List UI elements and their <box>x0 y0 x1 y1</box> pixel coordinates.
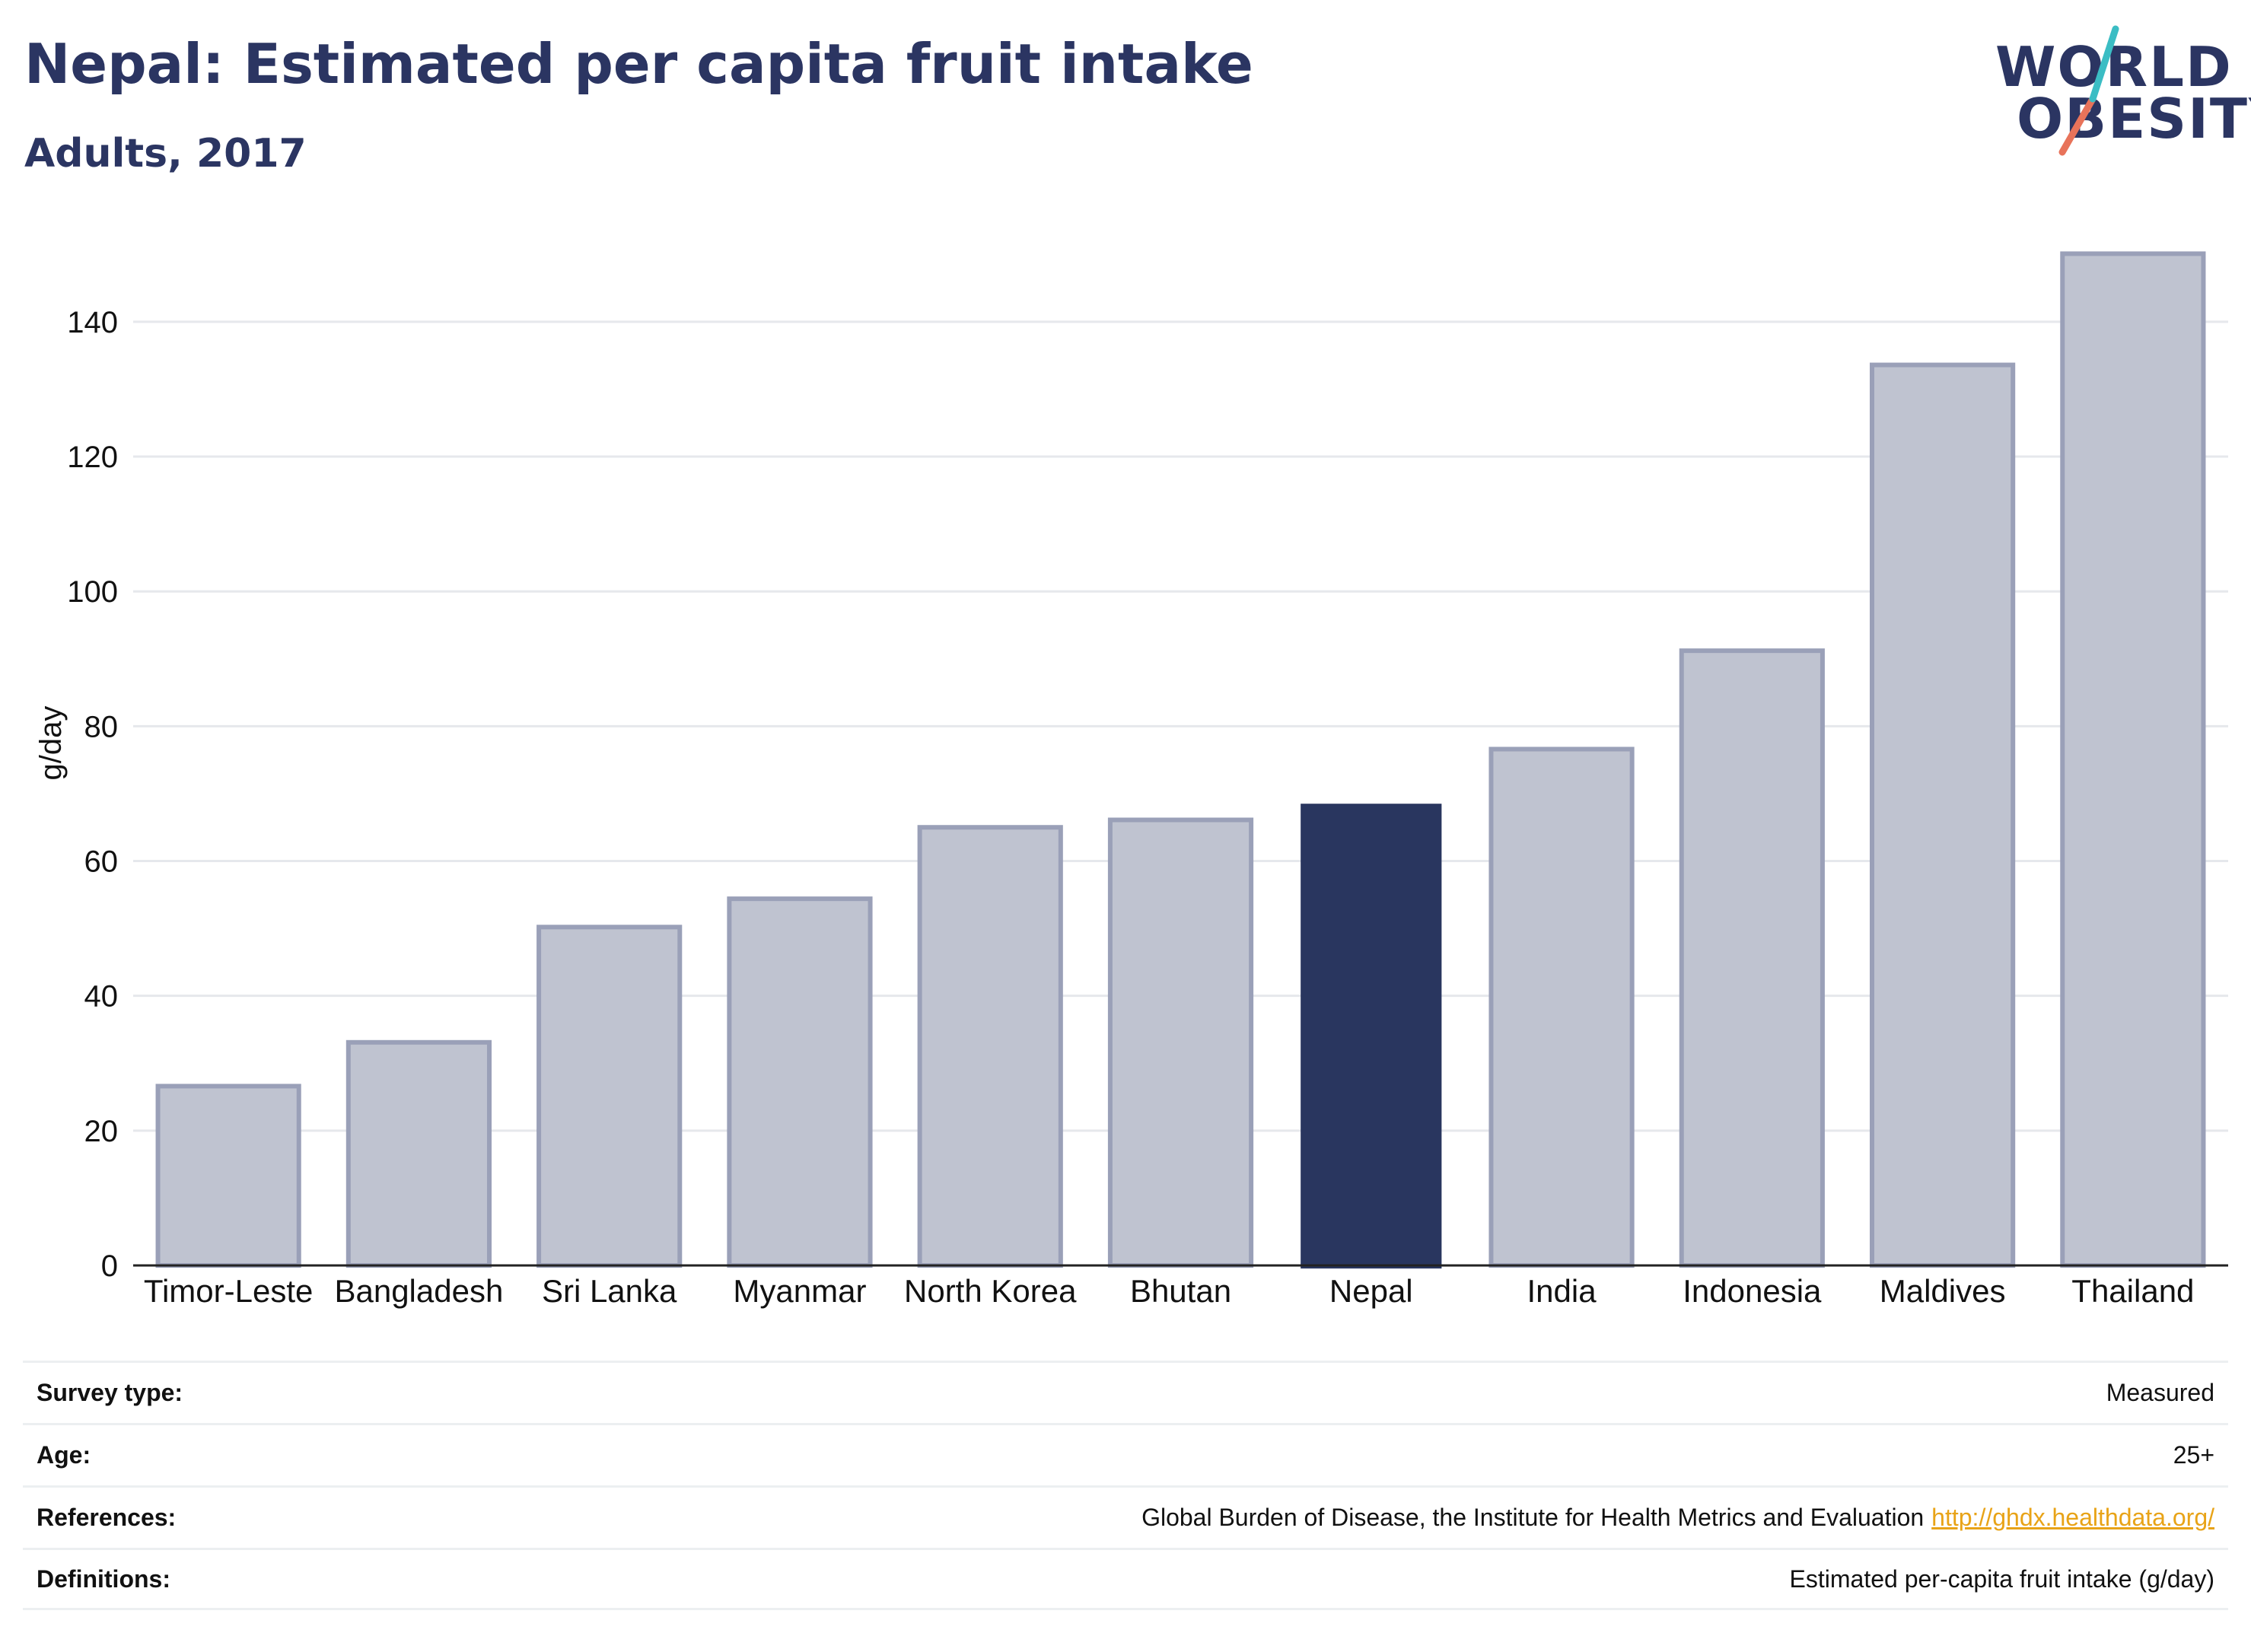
y-axis-ticks: 0 20 40 60 80 100 120 140 <box>67 306 118 1283</box>
meta-value-text: Measured <box>2106 1379 2214 1406</box>
y-tick-label: 20 <box>84 1115 119 1148</box>
meta-value: Global Burden of Disease, the Institute … <box>1141 1504 2214 1532</box>
x-tick-label: Timor-Leste <box>144 1273 314 1309</box>
logo-line-2: OBESITY <box>2017 87 2251 151</box>
logo-line-1: WORLD <box>1995 35 2233 99</box>
meta-row: Survey type: Measured <box>23 1361 2228 1423</box>
bar-bhutan <box>1107 817 1254 1268</box>
x-tick-label: North Korea <box>904 1273 1077 1309</box>
meta-row: Age: 25+ <box>23 1423 2228 1485</box>
bar-india <box>1488 746 1635 1268</box>
meta-value: 25+ <box>2173 1441 2214 1469</box>
chart-title: Nepal: Estimated per capita fruit intake <box>24 32 1253 96</box>
y-tick-label: 80 <box>84 710 119 743</box>
y-tick-label: 40 <box>84 980 119 1014</box>
x-tick-label: Bangladesh <box>334 1273 503 1309</box>
y-tick-label: 60 <box>84 845 119 879</box>
bar-sri-lanka <box>536 925 683 1268</box>
meta-value-text: Global Burden of Disease, the Institute … <box>1141 1504 1925 1531</box>
bars <box>155 251 2206 1268</box>
world-obesity-logo: WORLD OBESITY <box>1979 23 2251 160</box>
meta-value-text: 25+ <box>2173 1441 2214 1469</box>
x-tick-label: Indonesia <box>1683 1273 1822 1309</box>
y-axis-title: g/day <box>34 706 68 781</box>
y-tick-label: 140 <box>67 306 118 339</box>
x-tick-label: Myanmar <box>733 1273 866 1309</box>
bar-myanmar <box>727 896 873 1268</box>
metadata-table: Survey type: Measured Age: 25+ References: Gl… <box>23 1361 2228 1610</box>
meta-key: Age: <box>37 1441 91 1469</box>
x-tick-label: Maldives <box>1880 1273 2006 1309</box>
meta-row: Definitions: Estimated per-capita fruit i… <box>23 1548 2228 1610</box>
meta-value: Measured <box>2106 1379 2214 1407</box>
x-axis-labels: Timor-Leste Bangladesh Sri Lanka Myanmar Nor… <box>144 1273 2195 1309</box>
meta-key: References: <box>37 1504 177 1531</box>
x-tick-label: Thailand <box>2071 1273 2194 1309</box>
meta-key: Survey type: <box>37 1379 183 1406</box>
chart-subtitle: Adults, 2017 <box>24 131 307 177</box>
bar-thailand <box>2060 251 2206 1268</box>
bar-nepal <box>1301 804 1442 1268</box>
bar-indonesia <box>1679 648 1825 1268</box>
bar-timor-leste <box>155 1084 301 1268</box>
meta-key: Definitions: <box>37 1564 170 1593</box>
bar-chart: 0 20 40 60 80 100 120 140 Timor-Leste Bangladesh… <box>34 251 2228 1309</box>
meta-row: References: Global Burden of Disease, the… <box>23 1485 2228 1548</box>
x-tick-label: Sri Lanka <box>542 1273 677 1309</box>
y-tick-label: 0 <box>101 1249 118 1283</box>
meta-value: Estimated per-capita fruit intake (g/day… <box>1790 1565 2214 1593</box>
y-tick-label: 100 <box>67 575 118 609</box>
x-tick-label: Nepal <box>1329 1273 1413 1309</box>
reference-link[interactable]: http://ghdx.healthdata.org/ <box>1931 1504 2214 1531</box>
y-tick-label: 120 <box>67 441 118 474</box>
meta-value-text: Estimated per-capita fruit intake (g/day… <box>1789 1564 2214 1593</box>
bar-bangladesh <box>345 1039 492 1268</box>
x-tick-label: India <box>1527 1273 1597 1309</box>
x-tick-label: Bhutan <box>1130 1273 1231 1309</box>
bar-north-korea <box>917 825 1063 1268</box>
bar-maldives <box>1869 362 2016 1268</box>
logo-slash-icon <box>2058 25 2119 156</box>
